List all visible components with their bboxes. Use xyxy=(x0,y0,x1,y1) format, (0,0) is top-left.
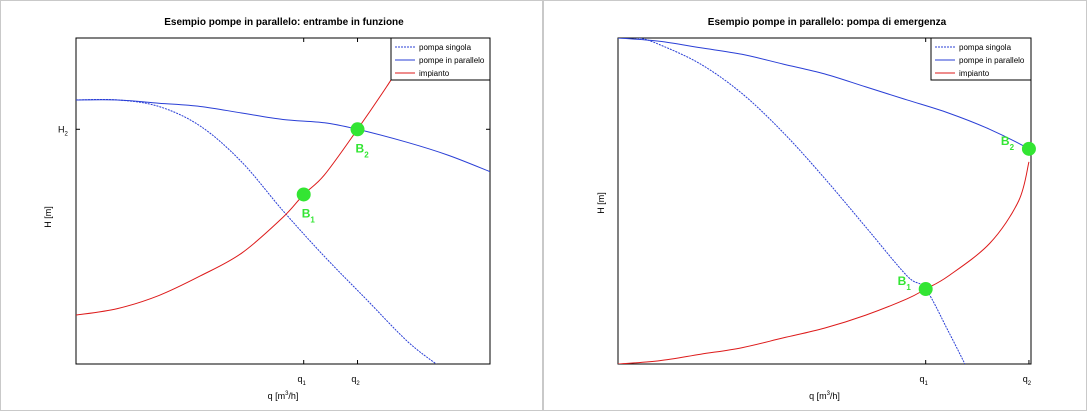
series-line-pompa-singola xyxy=(76,98,437,364)
y-axis-label: H [m] xyxy=(43,206,53,228)
legend-label: pompa singola xyxy=(959,43,1012,52)
legend-label: impianto xyxy=(959,69,990,78)
series-line-pompa-singola xyxy=(618,38,966,364)
y-tick-label: H2 xyxy=(58,124,69,137)
operating-point-label: B2 xyxy=(356,141,370,159)
x-tick-label: q2 xyxy=(1023,374,1032,387)
plot-area xyxy=(617,37,1032,365)
series-line-pompe-in-parallelo xyxy=(76,99,490,173)
y-axis-label: H [m] xyxy=(596,192,606,214)
legend-label: pompe in parallelo xyxy=(959,56,1025,65)
chart-panel-left: Esempio pompe in parallelo: entrambe in … xyxy=(0,0,543,411)
legend-label: pompa singola xyxy=(419,43,472,52)
chart-title: Esempio pompe in parallelo: entrambe in … xyxy=(164,17,404,28)
legend-box xyxy=(930,37,1032,81)
series-line-impianto xyxy=(618,161,1030,364)
legend-label: pompe in parallelo xyxy=(419,56,485,65)
chart-left: Esempio pompe in parallelo: entrambe in … xyxy=(43,17,491,401)
plot-area xyxy=(75,37,491,365)
chart-right: Esempio pompe in parallelo: pompa di eme… xyxy=(596,17,1036,401)
chart-panel-right: Esempio pompe in parallelo: pompa di eme… xyxy=(543,0,1087,411)
operating-point-marker xyxy=(1021,141,1036,156)
operating-point-label: B1 xyxy=(302,206,316,224)
x-axis-label: q [m3/h] xyxy=(809,391,840,401)
chart-title: Esempio pompe in parallelo: pompa di eme… xyxy=(708,17,947,28)
operating-point-marker xyxy=(296,187,311,202)
x-axis-label: q [m3/h] xyxy=(268,391,299,401)
operating-point-marker xyxy=(918,282,933,297)
operating-point-label: B1 xyxy=(898,274,912,292)
series-line-impianto xyxy=(76,54,408,316)
x-tick-label: q2 xyxy=(351,374,360,387)
operating-point-label: B2 xyxy=(1001,134,1015,152)
legend-label: impianto xyxy=(419,69,450,78)
series-line-pompe-in-parallelo xyxy=(618,38,1031,153)
operating-point-marker xyxy=(350,122,365,137)
x-tick-label: q1 xyxy=(920,374,929,387)
x-tick-label: q1 xyxy=(298,374,307,387)
